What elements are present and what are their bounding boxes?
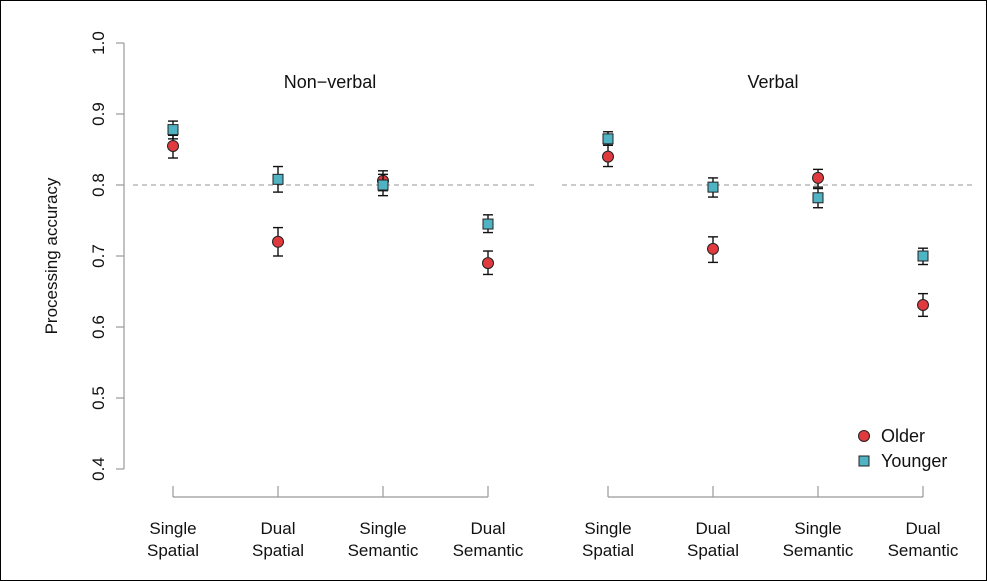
x-tick-label: Dual [696,519,731,538]
y-tick-label: 0.4 [89,457,108,481]
legend: Older Younger [858,426,947,471]
point-younger [482,218,494,230]
point-younger [167,124,179,136]
x-tick-label: Dual [261,519,296,538]
point-older [167,139,179,152]
x-tick-label: Semantic [348,541,419,560]
x-tick-label: Semantic [783,541,854,560]
y-tick-label: 0.8 [89,173,108,197]
legend-label-younger: Younger [881,451,947,471]
y-tick-label: 0.6 [89,315,108,339]
panel-title: Non−verbal [284,72,377,92]
legend-label-older: Older [881,426,925,446]
point-older [812,171,824,184]
point-younger [812,192,824,204]
y-tick-label: 0.9 [89,102,108,126]
x-axes: Single Spatial Dual Spatial Single Semantic Du… [147,486,959,560]
y-axis-title: Processing accuracy [42,177,61,334]
x-tick-label: Semantic [888,541,959,560]
y-tick-label: 1.0 [89,31,108,55]
x-tick-label: Single [359,519,406,538]
x-tick-label: Spatial [582,541,634,560]
x-tick-label: Dual [471,519,506,538]
point-younger [707,181,719,193]
panel-titles: Non−verbal Verbal [284,72,799,92]
x-tick-label: Spatial [252,541,304,560]
y-tick-label: 0.5 [89,386,108,410]
y-tick-label: 0.7 [89,244,108,268]
x-tick-label: Single [584,519,631,538]
x-tick-label: Single [149,519,196,538]
x-tick-label: Spatial [687,541,739,560]
point-younger [917,250,929,262]
panel-title: Verbal [747,72,798,92]
point-older [602,150,614,163]
x-tick-label: Spatial [147,541,199,560]
point-older [917,298,929,311]
data-marks [167,120,929,318]
point-older [482,257,494,270]
x-tick-label: Dual [906,519,941,538]
x-tick-label: Single [794,519,841,538]
point-younger [272,173,284,185]
legend-marker-younger [858,455,870,467]
x-tick-label: Semantic [453,541,524,560]
legend-marker-older [858,430,870,442]
point-older [272,235,284,248]
y-axis: 0.4 0.5 0.6 0.7 0.8 0.9 1.0 [89,31,125,481]
point-younger [377,179,389,191]
point-older [707,242,719,255]
point-younger [602,133,614,145]
